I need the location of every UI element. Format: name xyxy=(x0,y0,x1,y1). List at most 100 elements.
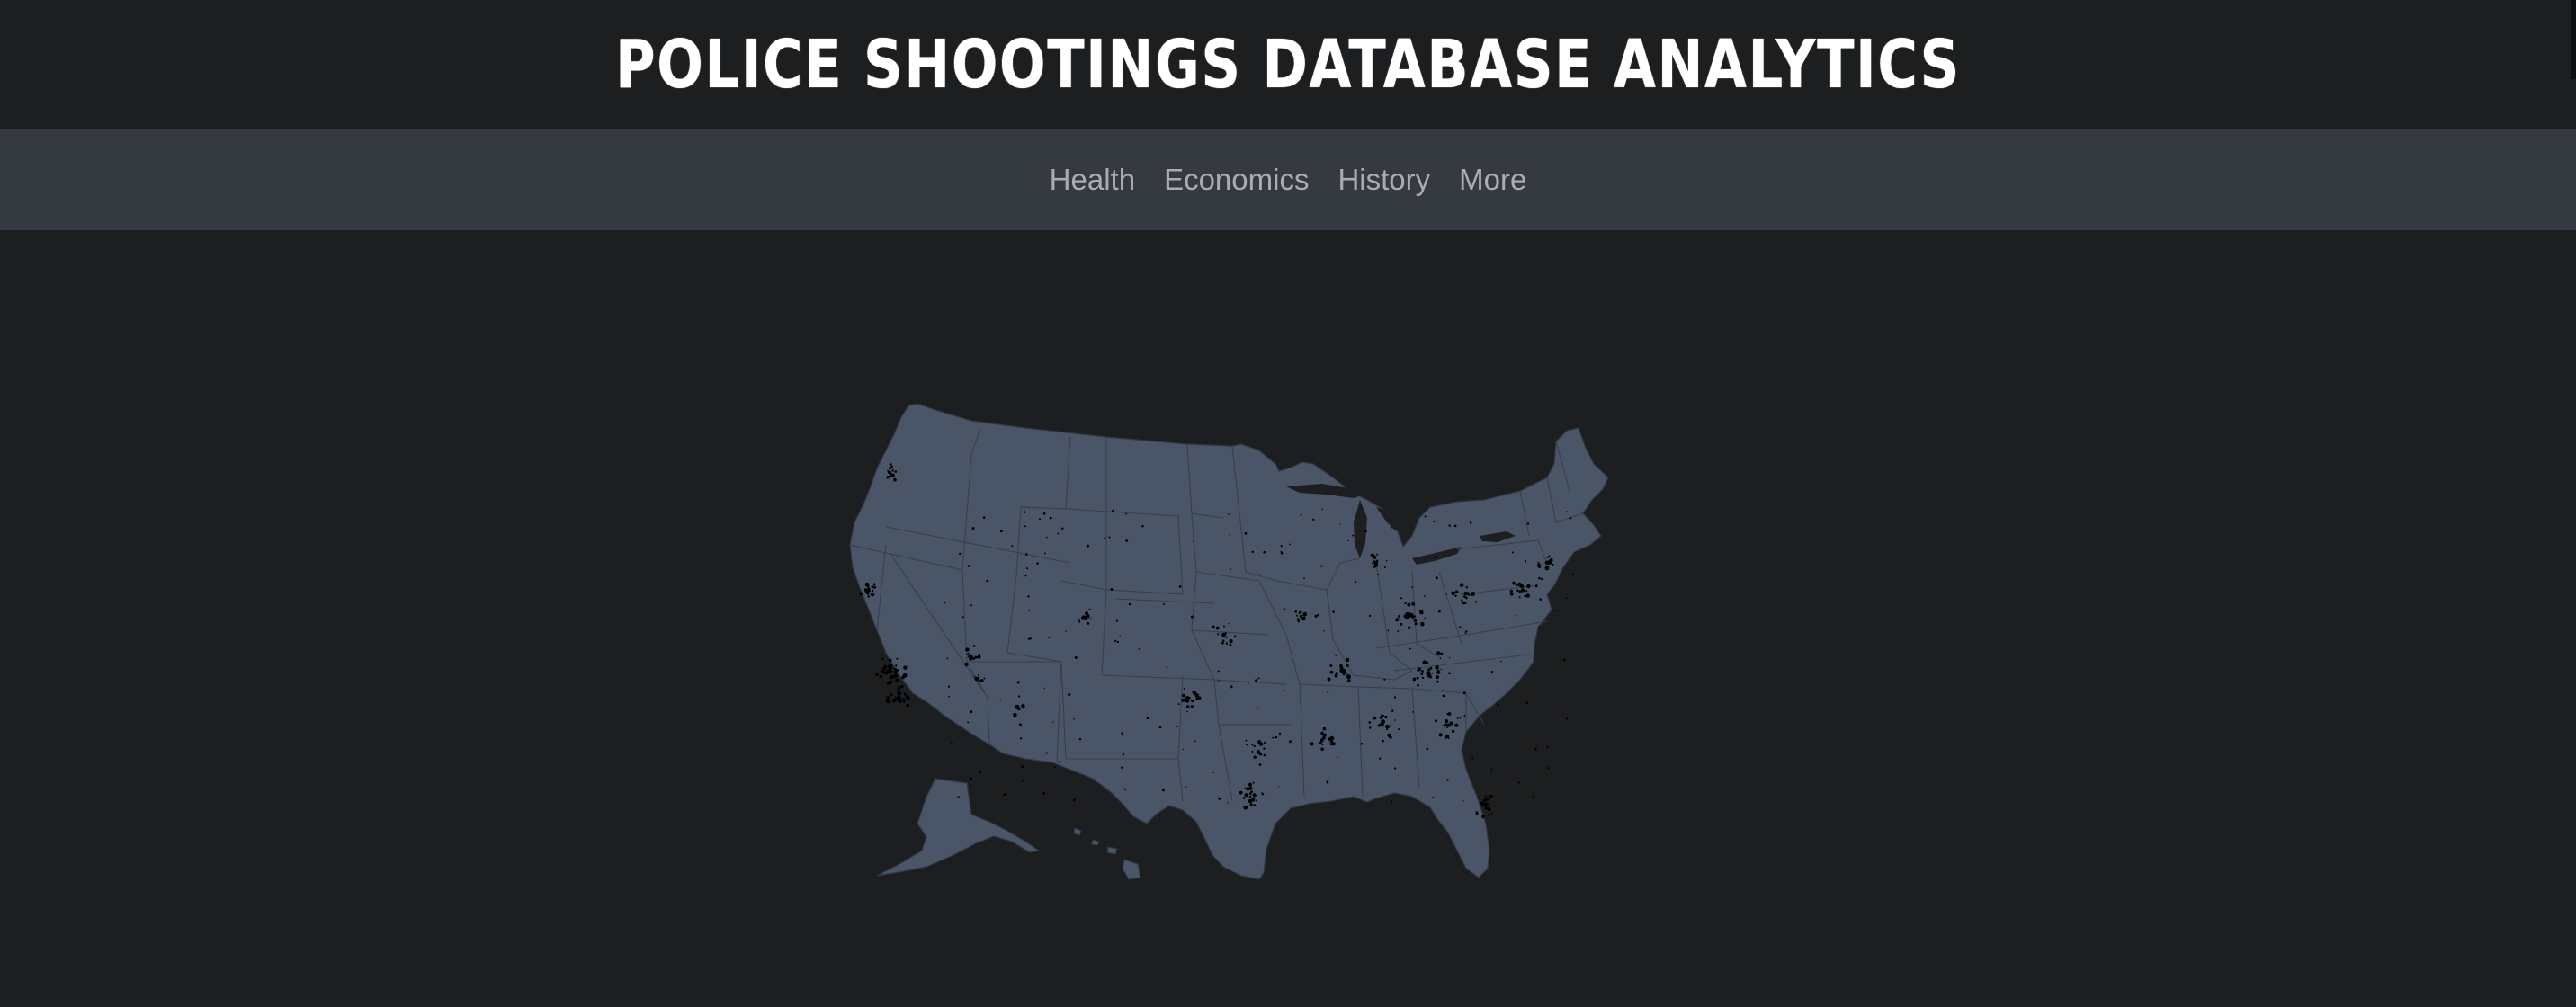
incident-marker xyxy=(1373,716,1377,720)
incident-marker xyxy=(1404,602,1407,605)
incident-marker xyxy=(896,657,899,660)
incident-marker xyxy=(1395,618,1400,622)
incident-marker xyxy=(1043,687,1045,690)
incident-marker xyxy=(1462,601,1466,605)
incident-marker xyxy=(1339,523,1341,525)
nav-link-more[interactable]: More xyxy=(1459,162,1527,196)
incident-marker xyxy=(1352,534,1355,537)
incident-marker xyxy=(1017,695,1021,698)
incident-marker xyxy=(1553,610,1556,611)
incident-marker xyxy=(1339,664,1342,666)
incident-marker xyxy=(1048,637,1051,638)
scrollbar-thumb[interactable] xyxy=(2571,0,2576,79)
incident-marker xyxy=(1043,552,1046,555)
incident-marker xyxy=(1426,661,1429,664)
incident-marker xyxy=(1221,632,1226,637)
incident-marker xyxy=(902,698,906,701)
nav-link-economics[interactable]: Economics xyxy=(1164,162,1310,196)
incident-marker xyxy=(1369,726,1372,729)
incident-marker xyxy=(1549,558,1553,563)
incident-marker xyxy=(905,695,907,698)
incident-marker xyxy=(1462,800,1464,802)
incident-marker xyxy=(1390,706,1392,708)
incident-marker xyxy=(1000,530,1003,532)
incident-marker xyxy=(897,689,899,691)
incident-marker xyxy=(1110,588,1114,591)
incident-marker xyxy=(971,527,975,530)
incident-marker xyxy=(1054,766,1056,768)
incident-marker xyxy=(1486,797,1489,801)
incident-marker xyxy=(1407,602,1411,607)
incident-marker xyxy=(1317,613,1319,617)
incident-marker xyxy=(1019,723,1022,726)
incident-marker xyxy=(1253,755,1257,759)
incident-marker xyxy=(1230,568,1231,570)
incident-marker xyxy=(1073,718,1075,720)
incident-marker xyxy=(1191,700,1194,703)
incident-marker xyxy=(894,669,899,673)
incident-marker xyxy=(1411,586,1413,588)
nav-link-history[interactable]: History xyxy=(1337,162,1431,196)
incident-marker xyxy=(1296,618,1300,621)
incident-marker xyxy=(1021,765,1024,769)
incident-marker xyxy=(1385,725,1390,729)
incident-marker xyxy=(889,669,892,673)
incident-marker xyxy=(1257,708,1258,709)
incident-marker xyxy=(1444,736,1447,740)
incident-marker xyxy=(1382,739,1384,743)
incident-marker xyxy=(1348,676,1351,679)
incident-marker xyxy=(1459,717,1462,719)
incident-marker xyxy=(1329,664,1333,667)
incident-marker xyxy=(1509,593,1514,596)
incident-marker xyxy=(1323,630,1325,632)
incident-marker xyxy=(1221,639,1225,642)
incident-marker xyxy=(1058,761,1061,763)
incident-marker xyxy=(1451,591,1455,596)
incident-marker xyxy=(890,465,893,468)
incident-marker xyxy=(888,664,892,669)
incident-marker xyxy=(1464,632,1467,634)
incident-marker xyxy=(1252,799,1255,802)
incident-marker xyxy=(887,681,891,685)
nav-link-health[interactable]: Health xyxy=(1049,162,1136,196)
incident-marker xyxy=(1223,625,1225,628)
incident-marker xyxy=(1138,648,1140,650)
incident-marker xyxy=(1475,812,1479,815)
incident-marker xyxy=(1249,803,1254,806)
incident-marker xyxy=(1541,577,1543,581)
incident-marker xyxy=(1251,550,1254,553)
incident-marker xyxy=(1186,710,1188,713)
incident-marker xyxy=(1460,599,1463,602)
incident-marker xyxy=(1314,614,1318,618)
incident-marker xyxy=(1190,705,1194,708)
incident-marker xyxy=(1512,582,1516,585)
incident-marker xyxy=(1087,544,1089,548)
incident-marker xyxy=(859,592,863,596)
incident-marker xyxy=(1321,743,1324,746)
incident-marker xyxy=(1453,524,1457,528)
incident-marker xyxy=(882,672,885,674)
incident-marker xyxy=(1445,719,1449,724)
incident-marker xyxy=(1346,657,1350,663)
incident-marker xyxy=(1082,615,1086,619)
incident-marker xyxy=(1420,673,1424,676)
incident-marker xyxy=(1438,733,1443,737)
incident-marker xyxy=(902,700,906,703)
incident-marker xyxy=(1016,681,1020,684)
incident-marker xyxy=(1036,562,1039,565)
incident-marker xyxy=(1284,608,1286,610)
incident-marker xyxy=(1385,559,1388,562)
us-shootings-map[interactable] xyxy=(836,401,1691,896)
incident-marker xyxy=(1422,660,1427,664)
incident-marker xyxy=(1191,615,1194,619)
incident-marker xyxy=(1436,669,1440,673)
incident-marker xyxy=(890,675,894,679)
incident-marker xyxy=(1398,728,1400,731)
incident-marker xyxy=(1490,813,1493,815)
incident-marker xyxy=(1409,647,1411,650)
incident-marker xyxy=(1251,750,1254,753)
incident-marker xyxy=(1326,780,1329,784)
incident-marker xyxy=(1163,603,1166,605)
incident-marker xyxy=(1446,723,1451,727)
incident-marker xyxy=(962,609,963,611)
